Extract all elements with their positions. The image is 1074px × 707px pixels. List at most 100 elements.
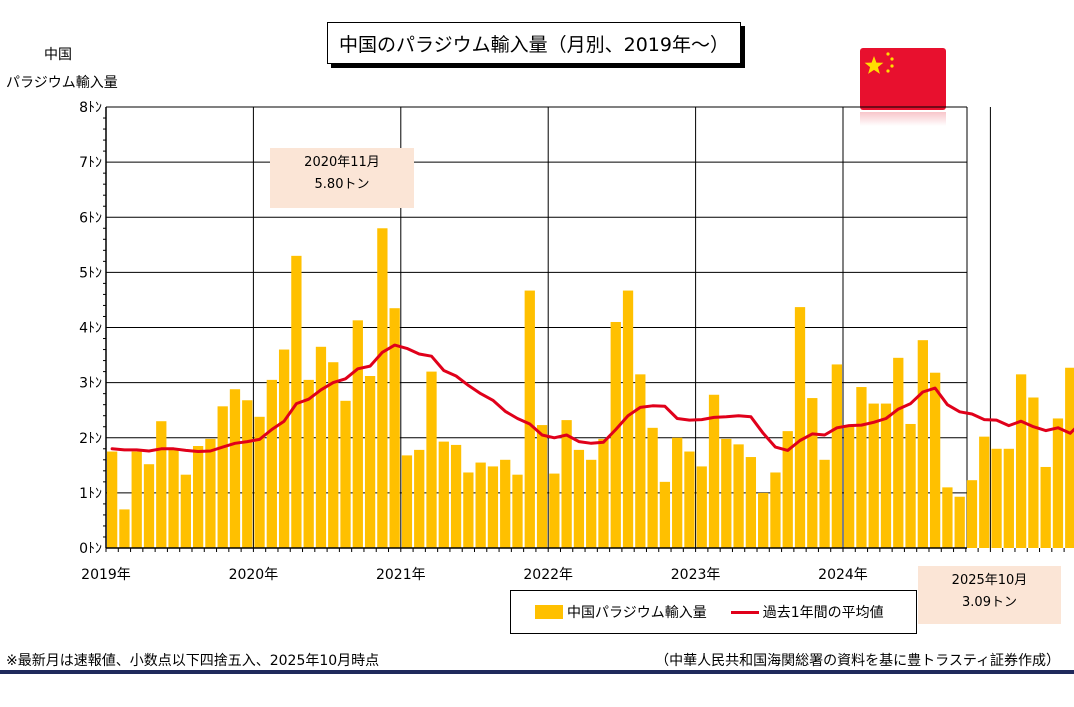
- bar: [168, 449, 179, 548]
- y-axis-header-line1: 中国: [44, 47, 72, 63]
- bar: [831, 364, 842, 548]
- bar: [1065, 367, 1074, 548]
- bar: [156, 421, 167, 548]
- bar: [364, 376, 376, 548]
- legend-line-swatch: [730, 610, 759, 614]
- bar: [684, 451, 695, 548]
- bar: [893, 357, 904, 548]
- bar: [647, 427, 658, 548]
- bar: [192, 446, 204, 548]
- bar: [942, 487, 953, 548]
- bar: [266, 379, 277, 548]
- legend-item-line: 過去1年間の平均値: [730, 602, 884, 622]
- bar: [1040, 466, 1051, 548]
- legend-item-bar: 中国パラジウム輸入量: [535, 602, 707, 622]
- y-tick-label: 7ﾄﾝ: [79, 155, 102, 171]
- bar: [278, 349, 290, 548]
- bar: [143, 464, 155, 548]
- x-tick-label: 2024年: [818, 567, 868, 583]
- bar: [549, 473, 560, 548]
- x-tick-labels: 2019年2020年2021年2022年2023年2024年2025年: [81, 567, 1015, 583]
- x-tick-label: 2019年: [81, 567, 131, 583]
- axes: [103, 107, 1065, 552]
- latest-callout-line2: 3.09トン: [962, 595, 1017, 610]
- bar: [450, 444, 462, 548]
- bar: [721, 438, 732, 548]
- peak-callout: 2020年11月 5.80トン: [270, 148, 414, 208]
- bar: [856, 387, 867, 548]
- bar: [929, 372, 941, 548]
- bar: [561, 420, 572, 548]
- bar: [979, 436, 990, 548]
- bar: [438, 441, 449, 548]
- x-tick-label: 2021年: [376, 567, 426, 583]
- bar: [880, 403, 892, 548]
- bar: [119, 509, 130, 548]
- x-tick-label: 2023年: [671, 567, 721, 583]
- bottom-rule: [0, 670, 1074, 674]
- bar: [205, 438, 216, 548]
- bar: [905, 423, 916, 548]
- bar: [807, 398, 818, 548]
- footnote-left: ※最新月は速報値、小数点以下四捨五入、2025年10月時点: [6, 653, 380, 669]
- bar: [917, 340, 928, 548]
- average-line: [110, 343, 1074, 453]
- x-tick-label: 2020年: [229, 567, 279, 583]
- bar: [770, 472, 781, 548]
- bar: [659, 481, 671, 548]
- y-tick-label: 3ﾄﾝ: [79, 376, 102, 392]
- bar: [844, 426, 855, 548]
- bar: [426, 371, 437, 548]
- bar: [131, 451, 142, 548]
- bar: [696, 466, 707, 548]
- bar: [352, 320, 363, 548]
- flag-reflection: [860, 112, 946, 126]
- bar: [180, 474, 191, 548]
- bar: [1015, 374, 1027, 548]
- bar: [954, 496, 965, 548]
- bar: [328, 362, 339, 548]
- y-tick-label: 4ﾄﾝ: [79, 321, 102, 337]
- bar: [966, 480, 978, 548]
- bar: [672, 437, 683, 548]
- bar: [622, 290, 634, 548]
- latest-callout: 2025年10月 3.09トン: [918, 566, 1061, 624]
- y-tick-label: 2ﾄﾝ: [79, 431, 102, 447]
- bar: [573, 449, 585, 548]
- bar: [401, 455, 413, 548]
- bar: [475, 462, 486, 548]
- bar: [745, 457, 757, 548]
- chart-title: 中国のパラジウム輸入量（月別、2019年～）: [327, 22, 741, 64]
- bar: [340, 400, 351, 548]
- bar: [708, 394, 720, 548]
- bar: [291, 255, 302, 548]
- y-tick-labels: 0ﾄﾝ 1ﾄﾝ 2ﾄﾝ 3ﾄﾝ 4ﾄﾝ 5ﾄﾝ 6ﾄﾝ 7ﾄﾝ 8ﾄﾝ: [79, 100, 102, 557]
- peak-callout-line1: 2020年11月: [304, 155, 380, 170]
- legend: 中国パラジウム輸入量 過去1年間の平均値: [510, 590, 917, 634]
- bar: [500, 459, 511, 548]
- x-tick-label: 2022年: [523, 567, 573, 583]
- legend-bar-swatch: [535, 605, 563, 619]
- bar: [782, 431, 793, 548]
- bar: [242, 400, 253, 548]
- bar: [377, 228, 388, 548]
- y-tick-label: 5ﾄﾝ: [79, 265, 102, 281]
- bar: [217, 406, 228, 548]
- legend-bar-label: 中国パラジウム輸入量: [567, 605, 707, 621]
- bar: [794, 307, 806, 548]
- bar: [733, 444, 744, 548]
- bar: [524, 290, 535, 548]
- bar: [758, 492, 769, 548]
- bar: [254, 416, 265, 548]
- bar: [315, 346, 327, 548]
- bar: [991, 448, 1002, 548]
- y-tick-label: 1ﾄﾝ: [79, 486, 102, 502]
- latest-callout-line1: 2025年10月: [951, 573, 1028, 588]
- y-tick-label: 0ﾄﾝ: [79, 541, 102, 557]
- bar: [107, 451, 118, 548]
- bar: [586, 459, 597, 548]
- bar: [229, 389, 241, 548]
- bar: [635, 374, 646, 548]
- china-flag-icon: [860, 48, 946, 110]
